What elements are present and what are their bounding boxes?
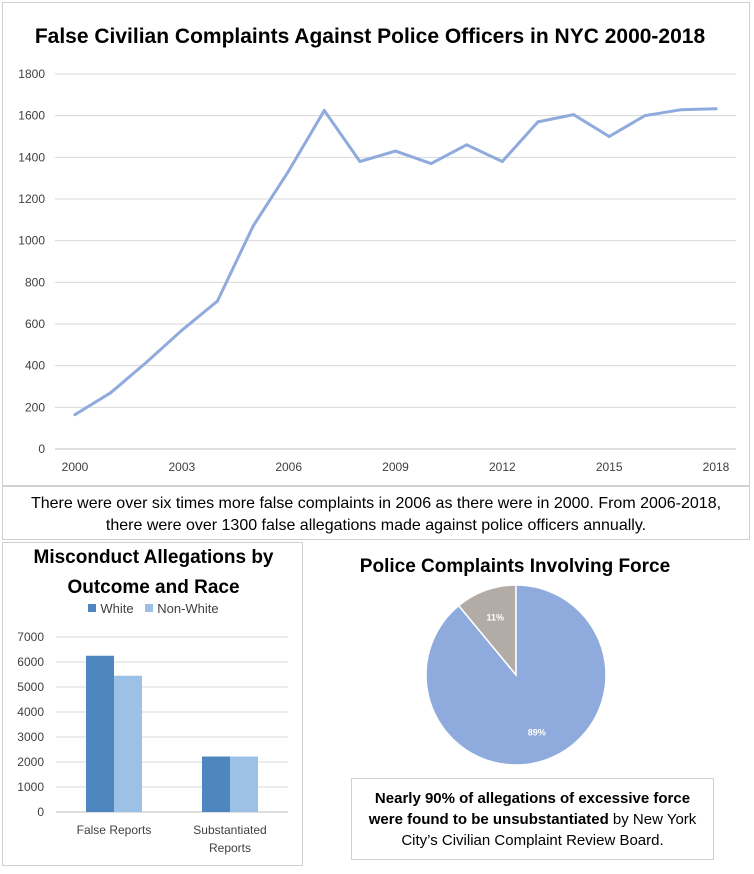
x-tick-label: 2006 (275, 460, 302, 474)
x-tick-label: 2018 (703, 460, 730, 474)
bar-chart: 0 1000 2000 3000 4000 5000 6000 7000 False Repor… (17, 630, 288, 855)
x-tick-label: 2012 (489, 460, 516, 474)
bar-non-white (230, 756, 258, 812)
y-tick-label: 0 (37, 805, 44, 819)
y-tick-label: 6000 (17, 655, 44, 669)
bar-white (86, 655, 114, 812)
bar-chart-title-line1: Misconduct Allegations by (33, 547, 274, 568)
y-tick-label: 3000 (17, 730, 44, 744)
x-tick-label: False Reports (77, 823, 152, 837)
data-point (607, 135, 611, 138)
pie-chart: 11% 89% (425, 584, 607, 766)
pie-chart-title: Police Complaints Involving Force (359, 556, 671, 577)
line-chart: 0 200 400 600 800 1000 1200 1400 1600 1800 2000 200… (18, 67, 736, 474)
bar-white (202, 756, 230, 812)
bar-chart-title-line2: Outcome and Race (67, 577, 240, 598)
data-point (500, 160, 504, 163)
bar-chart-panel: Misconduct Allegations by Outcome and Ra… (2, 542, 303, 866)
data-point (144, 361, 148, 365)
line-chart-panel: False Civilian Complaints Against Police… (2, 2, 750, 486)
pie-chart-note-bold: Nearly 90% of allegations of excessive f… (368, 790, 691, 828)
x-tick-label: 2000 (62, 460, 89, 474)
data-point (714, 107, 718, 111)
legend-label-white: White (100, 600, 134, 616)
pie-label-89: 89% (528, 728, 546, 738)
y-tick-label: 600 (25, 317, 45, 331)
data-point (358, 160, 362, 163)
pie-chart-note: Nearly 90% of allegations of excessive f… (360, 788, 705, 851)
data-point (465, 143, 469, 147)
line-chart-title: False Civilian Complaints Against Police… (34, 25, 706, 48)
x-tick-label: 2009 (382, 460, 409, 474)
y-tick-label: 200 (25, 400, 45, 414)
y-tick-label: 5000 (17, 680, 44, 694)
data-point (429, 162, 433, 166)
data-point (73, 413, 77, 417)
x-tick-label: 2015 (596, 460, 623, 474)
data-point (215, 299, 219, 303)
data-point (678, 108, 682, 112)
x-tick-label: Substantiated (193, 823, 266, 837)
y-tick-label: 400 (25, 359, 45, 373)
y-tick-label: 4000 (17, 705, 44, 719)
data-point (643, 114, 647, 118)
data-point (536, 120, 540, 124)
line-chart-caption-box: There were over six times more false com… (2, 486, 750, 540)
y-tick-label: 1800 (18, 67, 45, 81)
data-point (180, 328, 184, 332)
x-tick-label: Reports (209, 841, 251, 855)
data-point (251, 224, 255, 228)
legend-item-white: White (88, 600, 134, 616)
data-point (394, 149, 397, 153)
y-tick-label: 1200 (18, 192, 45, 206)
y-tick-label: 0 (38, 442, 45, 456)
bar-chart-title: Misconduct Allegations by Outcome and Ra… (3, 543, 304, 603)
y-tick-label: 800 (25, 275, 45, 289)
bar-non-white (114, 675, 142, 812)
line-chart-caption: There were over six times more false com… (30, 495, 722, 534)
y-tick-label: 1600 (18, 109, 45, 123)
data-point (322, 108, 326, 112)
legend-swatch-white (88, 604, 97, 612)
pie-chart-note-box: Nearly 90% of allegations of excessive f… (351, 778, 714, 860)
y-tick-label: 1400 (18, 150, 45, 164)
pie-slice-89 (425, 584, 607, 766)
data-point (572, 113, 576, 117)
pie-chart-note-rest: by New York City’s Civilian Complaint Re… (401, 811, 697, 849)
y-tick-label: 1000 (18, 234, 45, 248)
bar-chart-legend: White Non-White (3, 600, 304, 616)
legend-swatch-non-white (145, 604, 154, 612)
y-tick-label: 7000 (17, 630, 44, 644)
y-tick-label: 2000 (17, 755, 44, 769)
data-point (109, 391, 113, 395)
legend-item-non-white: Non-White (145, 600, 219, 616)
data-point (287, 169, 291, 173)
legend-label-non-white: Non-White (157, 600, 219, 616)
x-tick-label: 2003 (168, 460, 195, 474)
pie-label-11: 11% (487, 612, 505, 622)
series-line-false-complaints (73, 107, 718, 417)
y-tick-label: 1000 (17, 780, 44, 794)
